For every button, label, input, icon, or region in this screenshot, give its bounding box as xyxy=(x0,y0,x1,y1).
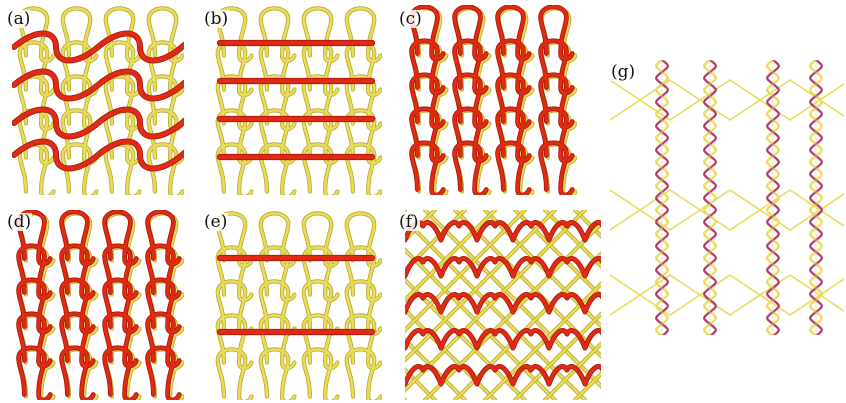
panel-c-ground-wale-2 xyxy=(454,7,491,195)
panel-g-tie-3-2b xyxy=(669,274,731,316)
panel-d-plating-3 xyxy=(103,210,138,400)
panel-f-diag-b-10 xyxy=(513,312,601,400)
panel-b-ground-wale-4 xyxy=(345,7,382,195)
panel-g-svg xyxy=(610,60,844,335)
label-d: (d) xyxy=(6,212,33,232)
panel-d-ground-wale-2 xyxy=(61,212,98,400)
panel-d-plating-4 xyxy=(146,210,181,400)
panel-a xyxy=(12,5,184,195)
panel-b-ground-wale-2 xyxy=(259,7,296,195)
panel-c-ground-wale-1 xyxy=(411,7,448,195)
panel-a-ground-wale-3 xyxy=(104,7,141,195)
panel-d-plating-2 xyxy=(60,210,95,400)
panel-f-loops-3 xyxy=(405,292,601,314)
panel-f-diag-a-11 xyxy=(543,210,601,268)
panel-c-ground-wale-4 xyxy=(540,7,577,195)
panel-f-loops-1 xyxy=(405,220,601,242)
panel-f xyxy=(405,210,601,400)
panel-g-tie-2-1b xyxy=(610,189,671,231)
panel-d xyxy=(12,210,184,400)
panel-a-weft-4 xyxy=(12,139,184,171)
panel-b-ground-wale-3 xyxy=(302,7,339,195)
panel-d-ground-wale-1 xyxy=(18,212,55,400)
panel-d-ground-wale-3 xyxy=(104,212,141,400)
panel-e-svg xyxy=(215,211,382,400)
label-e: (e) xyxy=(203,212,229,232)
panel-f-diag-b-2 xyxy=(405,210,467,272)
panel-d-ground-wale-4 xyxy=(147,212,184,400)
panel-g-tie-1-2b xyxy=(669,79,731,121)
panel-c-plating-3 xyxy=(496,5,531,195)
panel-a-weft-3 xyxy=(12,107,184,139)
label-a: (a) xyxy=(6,9,32,29)
panel-g-tie-3-1b xyxy=(610,274,671,316)
panel-c xyxy=(405,5,577,195)
panel-g-tie-1-3b xyxy=(729,79,791,121)
label-b: (b) xyxy=(203,9,230,29)
panel-f-diag-b-5 xyxy=(405,210,557,362)
label-c: (c) xyxy=(398,9,423,29)
panel-c-plating-2 xyxy=(453,5,488,195)
panel-f-loops-2 xyxy=(405,256,601,278)
panel-f-loops-5 xyxy=(405,364,601,386)
label-g: (g) xyxy=(610,62,637,82)
panel-f-diag-b-4 xyxy=(405,210,527,332)
panel-g-tie-2-3b xyxy=(729,189,791,231)
panel-a-svg xyxy=(12,6,184,195)
panel-a-weft-2 xyxy=(12,69,184,101)
label-f: (f) xyxy=(398,212,420,232)
panel-g-tie-2-4b xyxy=(789,193,844,231)
panel-g-tie-3-3b xyxy=(729,274,791,316)
panel-b-svg xyxy=(215,6,382,195)
panel-d-svg xyxy=(16,210,184,400)
panel-f-diag-b-3 xyxy=(405,210,497,302)
panel-f-svg xyxy=(405,210,601,400)
panel-f-diag-a-10 xyxy=(513,210,601,298)
panel-c-plating-4 xyxy=(539,5,574,195)
panel-g-tie-3-4b xyxy=(789,278,844,316)
panel-g xyxy=(610,60,844,335)
panel-e xyxy=(210,210,382,400)
panel-b xyxy=(210,5,382,195)
panel-a-ground-wale-1 xyxy=(18,7,55,195)
panel-d-plating-1 xyxy=(17,210,52,400)
panel-c-plating-1 xyxy=(410,5,445,195)
panel-b-ground-wale-1 xyxy=(216,7,253,195)
panel-c-svg xyxy=(409,5,577,195)
panel-a-weft-1 xyxy=(12,31,184,63)
panel-g-tie-2-2b xyxy=(669,189,731,231)
panel-f-loops-4 xyxy=(405,328,601,350)
panel-c-ground-wale-3 xyxy=(497,7,534,195)
